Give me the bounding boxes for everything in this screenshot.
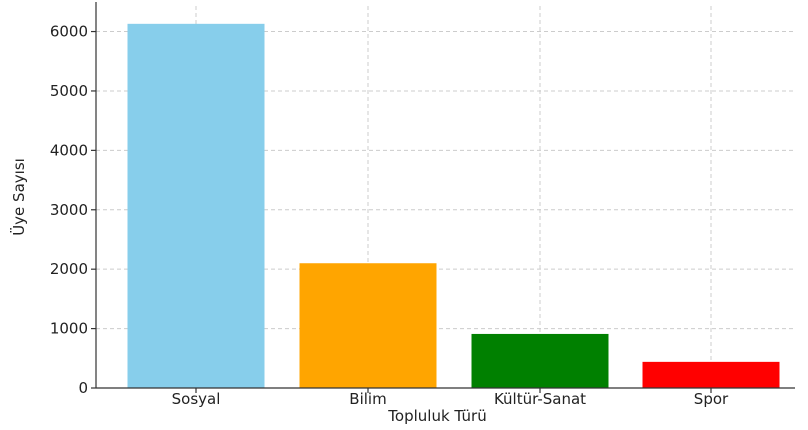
y-tick-label: 5000 <box>50 82 88 100</box>
x-ticks: Sosyal Bilim Kültür-Sanat Spor <box>172 388 729 408</box>
axes <box>95 2 795 389</box>
bar-sosyal <box>127 23 265 389</box>
x-axis-title: Topluluk Türü <box>387 407 486 425</box>
y-tick-label: 6000 <box>50 23 88 41</box>
x-tick-label: Kültür-Sanat <box>494 390 586 408</box>
y-ticks: 0 1000 2000 3000 4000 5000 6000 <box>50 23 96 397</box>
bar-kültür-sanat <box>471 333 609 388</box>
bar-bilim <box>299 263 437 388</box>
y-tick-label: 3000 <box>50 201 88 219</box>
x-tick-label: Spor <box>694 390 729 408</box>
bar-spor <box>642 361 780 388</box>
y-axis-title: Üye Sayısı <box>9 158 28 236</box>
bars <box>127 23 780 389</box>
y-tick-label: 2000 <box>50 260 88 278</box>
x-tick-label: Sosyal <box>172 390 221 408</box>
x-tick-label: Bilim <box>349 390 386 408</box>
y-tick-label: 1000 <box>50 320 88 338</box>
y-tick-label: 4000 <box>50 141 88 159</box>
y-tick-label: 0 <box>78 379 88 397</box>
